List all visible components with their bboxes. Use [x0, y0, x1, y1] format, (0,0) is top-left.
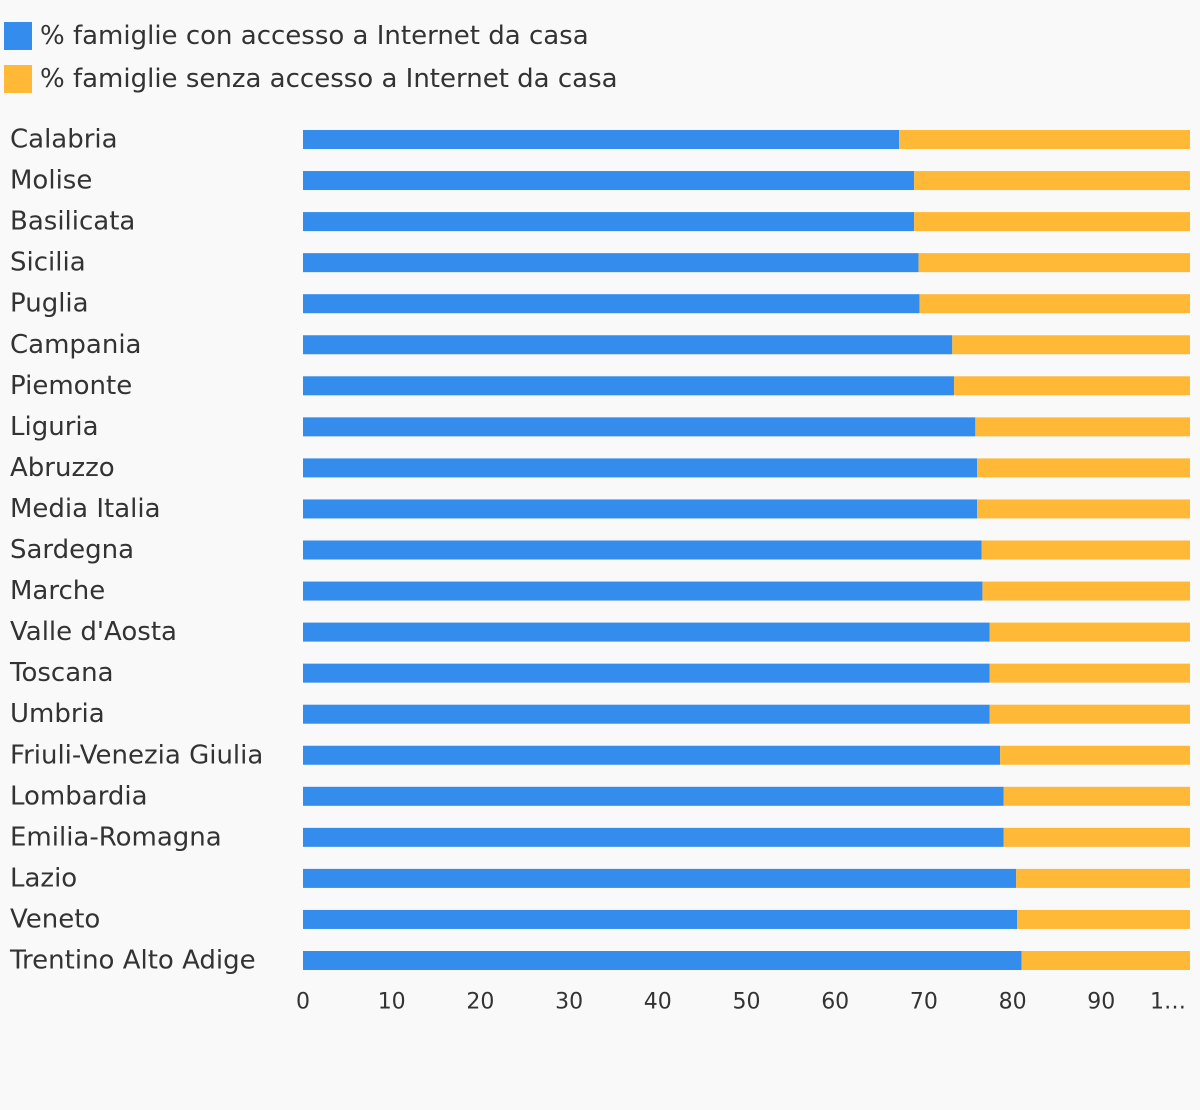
category-label: Liguria [10, 412, 99, 442]
x-tick-label: 40 [644, 990, 672, 1015]
category-label: Lombardia [10, 781, 148, 811]
category-label: Valle d'Aosta [10, 617, 177, 647]
legend-item-with-access[interactable]: % famiglie con accesso a Internet da cas… [4, 22, 618, 50]
x-tick-label: 10 [378, 990, 406, 1015]
bar-without-access[interactable] [977, 499, 1190, 519]
category-label: Marche [10, 576, 105, 606]
x-tick-label: 90 [1087, 990, 1115, 1015]
bar-with-access[interactable] [303, 909, 1018, 929]
category-label: Friuli-Venezia Giulia [10, 740, 263, 770]
bar-without-access[interactable] [899, 130, 1190, 149]
legend-item-without-access[interactable]: % famiglie senza accesso a Internet da c… [4, 65, 618, 93]
category-label: Piemonte [10, 371, 132, 401]
bar-without-access[interactable] [989, 622, 1190, 642]
category-label: Calabria [10, 125, 118, 155]
category-label: Trentino Alto Adige [9, 946, 256, 976]
x-tick-label: 1… [1150, 990, 1186, 1015]
bar-without-access[interactable] [1003, 786, 1190, 806]
bar-with-access[interactable] [303, 786, 1004, 806]
legend-swatch-without-access [4, 65, 32, 93]
category-label: Toscana [9, 658, 114, 688]
bar-with-access[interactable] [303, 745, 1001, 765]
bar-with-access[interactable] [303, 335, 953, 355]
bar-without-access[interactable] [1003, 827, 1190, 847]
category-label: Emilia-Romagna [10, 822, 222, 852]
bar-with-access[interactable] [303, 294, 920, 314]
bar-with-access[interactable] [303, 581, 983, 601]
category-label: Campania [10, 330, 142, 360]
category-label: Sardegna [10, 535, 134, 565]
bar-without-access[interactable] [914, 212, 1190, 232]
legend-label-without-access: % famiglie senza accesso a Internet da c… [40, 64, 618, 94]
bar-with-access[interactable] [303, 704, 990, 724]
bar-with-access[interactable] [303, 458, 978, 478]
bar-without-access[interactable] [919, 294, 1190, 314]
x-tick-label: 70 [910, 990, 938, 1015]
bar-with-access[interactable] [303, 417, 976, 437]
category-label: Abruzzo [10, 453, 115, 483]
legend-swatch-with-access [4, 22, 32, 50]
bar-with-access[interactable] [303, 376, 955, 396]
category-label: Puglia [10, 289, 89, 319]
legend-label-with-access: % famiglie con accesso a Internet da cas… [40, 21, 589, 51]
category-label: Molise [10, 166, 92, 196]
x-tick-label: 0 [296, 990, 310, 1015]
x-tick-label: 20 [466, 990, 494, 1015]
legend: % famiglie con accesso a Internet da cas… [4, 22, 618, 108]
x-tick-label: 80 [999, 990, 1027, 1015]
bar-without-access[interactable] [989, 704, 1190, 724]
bar-with-access[interactable] [303, 253, 919, 273]
bar-without-access[interactable] [975, 417, 1190, 437]
category-label: Veneto [10, 904, 100, 934]
bar-with-access[interactable] [303, 622, 990, 642]
category-label: Lazio [10, 863, 77, 893]
bar-without-access[interactable] [1021, 951, 1190, 970]
bar-without-access[interactable] [914, 171, 1190, 191]
bar-with-access[interactable] [303, 827, 1004, 847]
bar-without-access[interactable] [1016, 868, 1190, 888]
x-tick-label: 60 [821, 990, 849, 1015]
bar-without-access[interactable] [1000, 745, 1190, 765]
bar-with-access[interactable] [303, 663, 990, 683]
bar-with-access[interactable] [303, 499, 978, 519]
bar-with-access[interactable] [303, 540, 982, 560]
bar-without-access[interactable] [989, 663, 1190, 683]
x-tick-label: 30 [555, 990, 583, 1015]
bar-with-access[interactable] [303, 130, 900, 149]
bar-without-access[interactable] [952, 335, 1190, 355]
category-label: Sicilia [10, 248, 86, 278]
bar-without-access[interactable] [982, 581, 1190, 601]
bar-without-access[interactable] [977, 458, 1190, 478]
bar-with-access[interactable] [303, 868, 1017, 888]
bar-without-access[interactable] [1017, 909, 1190, 929]
bar-without-access[interactable] [954, 376, 1190, 396]
bar-with-access[interactable] [303, 171, 915, 191]
category-label: Umbria [10, 699, 105, 729]
bar-with-access[interactable] [303, 951, 1022, 970]
bar-with-access[interactable] [303, 212, 915, 232]
category-label: Media Italia [10, 494, 161, 524]
x-tick-label: 50 [733, 990, 761, 1015]
category-label: Basilicata [10, 207, 135, 237]
bar-without-access[interactable] [981, 540, 1190, 560]
bar-without-access[interactable] [918, 253, 1190, 273]
